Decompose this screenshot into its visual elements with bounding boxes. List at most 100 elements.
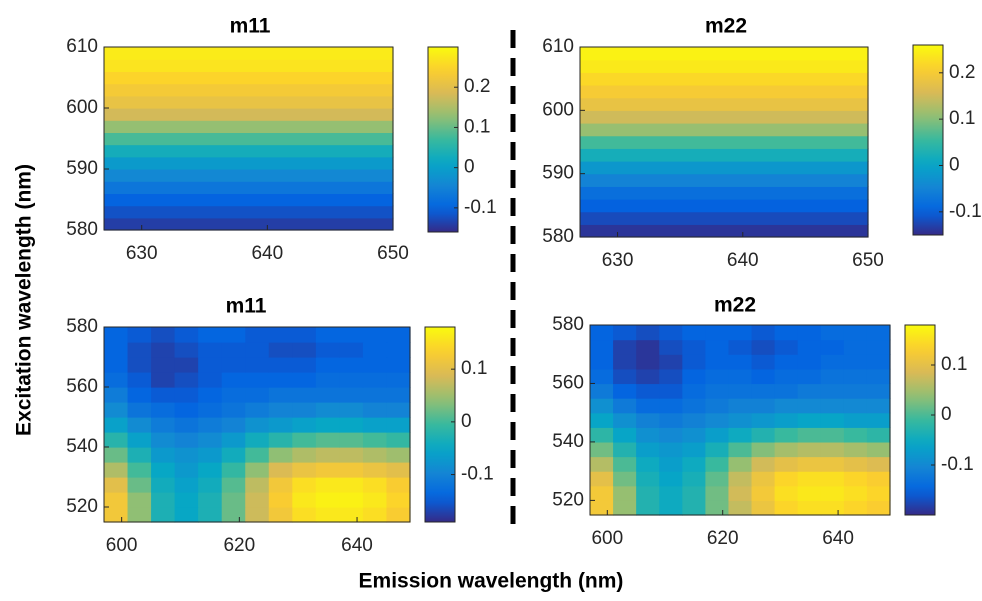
heatmap-cell xyxy=(362,342,388,358)
heatmap-cell xyxy=(339,342,364,358)
heatmap-cell xyxy=(362,462,388,478)
heatmap-cell xyxy=(268,342,293,358)
heatmap-cell xyxy=(843,325,868,341)
heatmap-cell xyxy=(866,398,891,414)
heatmap-cell xyxy=(774,500,799,516)
heatmap-cell xyxy=(104,59,394,72)
heatmap-cell xyxy=(682,485,706,501)
heatmap-cell xyxy=(797,339,822,355)
heatmap-cell xyxy=(636,441,660,458)
heatmap-cell xyxy=(292,477,317,493)
heatmap-cell xyxy=(774,325,799,341)
heatmap-cell xyxy=(245,402,270,418)
panel-title: m22 xyxy=(714,294,756,317)
heatmap-cell xyxy=(774,383,799,399)
heatmap-cell xyxy=(268,432,293,448)
heatmap-cell xyxy=(198,387,223,403)
heatmap-cell xyxy=(580,224,869,238)
heatmap-cell xyxy=(590,441,614,458)
heatmap-cell xyxy=(774,456,799,472)
heatmap-cell xyxy=(843,412,868,428)
heatmap-cell xyxy=(292,357,317,373)
heatmap-cell xyxy=(292,402,317,418)
y-tick-label: 610 xyxy=(542,36,574,57)
heatmap-cell xyxy=(613,500,637,516)
heatmap-cell xyxy=(151,402,176,418)
heatmap-cell xyxy=(866,412,891,428)
heatmap-cell xyxy=(820,325,845,341)
heatmap-cell xyxy=(820,368,845,385)
heatmap-cell xyxy=(590,500,614,516)
heatmap-cell xyxy=(245,387,270,403)
heatmap-cell xyxy=(613,471,637,487)
heatmap-cell xyxy=(774,427,799,443)
x-tick-label: 650 xyxy=(377,243,409,264)
x-tick-label: 600 xyxy=(591,528,623,549)
heatmap-cell xyxy=(682,398,706,414)
heatmap-cell xyxy=(613,412,637,428)
heatmap-cell xyxy=(127,477,152,493)
heatmap-cell xyxy=(221,492,246,508)
heatmap-cell xyxy=(151,327,176,343)
heatmap-cell xyxy=(774,471,799,487)
heatmap-cell xyxy=(820,354,845,370)
heatmap-cell xyxy=(292,462,317,478)
heatmap-cell xyxy=(580,59,869,73)
heatmap-cell xyxy=(728,427,753,443)
heatmap-cell xyxy=(820,383,845,399)
heatmap-cell xyxy=(362,402,388,418)
heatmap-cell xyxy=(613,325,637,341)
heatmap-cell xyxy=(386,492,411,508)
heatmap-cell xyxy=(636,427,660,443)
heatmap-cell xyxy=(127,402,152,418)
heatmap-cell xyxy=(104,357,129,373)
heatmap-cell xyxy=(127,327,152,343)
heatmap-cell xyxy=(362,432,388,448)
heatmap-cell xyxy=(292,447,317,463)
heatmap-cell xyxy=(820,412,845,428)
heatmap-cell xyxy=(315,387,340,403)
colorbar-tick-label: 0.1 xyxy=(941,354,967,375)
colorbar-tick-label: 0.2 xyxy=(949,62,975,83)
heatmap-cell xyxy=(751,412,776,428)
heatmap-cell xyxy=(636,500,660,516)
heatmap-cell xyxy=(751,485,776,501)
heatmap-cell xyxy=(339,432,364,448)
x-tick-label: 620 xyxy=(707,528,739,549)
heatmap-cell xyxy=(151,462,176,478)
heatmap-cell xyxy=(268,357,293,373)
heatmap-cell xyxy=(245,462,270,478)
heatmap-cell xyxy=(292,372,317,388)
heatmap-cell xyxy=(151,417,176,433)
heatmap-cell xyxy=(751,500,776,516)
heatmap-cell xyxy=(268,462,293,478)
x-tick-label: 640 xyxy=(251,243,283,264)
heatmap-cell xyxy=(339,417,364,433)
heatmap-cell xyxy=(362,477,388,493)
heatmap-cell xyxy=(104,492,129,508)
heatmap-cell xyxy=(682,456,706,472)
heatmap-cell xyxy=(774,339,799,355)
heatmap-cell xyxy=(151,477,176,493)
heatmap-cell xyxy=(705,325,730,341)
colorbar-tick-label: -0.1 xyxy=(949,201,982,222)
heatmap-cell xyxy=(174,402,199,418)
heatmap-cell xyxy=(636,412,660,428)
heatmap-cell xyxy=(682,368,706,385)
heatmap-cell xyxy=(820,500,845,516)
heatmap-cell xyxy=(151,507,176,523)
heatmap-cell xyxy=(268,327,293,343)
heatmap-cell xyxy=(636,456,660,472)
heatmap-cell xyxy=(386,477,411,493)
heatmap-cell xyxy=(797,368,822,385)
heatmap-cell xyxy=(198,477,223,493)
colorbar-tick-label: 0.1 xyxy=(464,116,490,137)
heatmap-cell xyxy=(315,507,340,523)
heatmap-cell xyxy=(315,357,340,373)
heatmap-cell xyxy=(797,471,822,487)
heatmap-cell xyxy=(728,383,753,399)
heatmap-cell xyxy=(104,417,129,433)
y-tick-label: 520 xyxy=(66,496,98,517)
heatmap-cell xyxy=(590,427,614,443)
y-tick-label: 560 xyxy=(66,376,98,397)
